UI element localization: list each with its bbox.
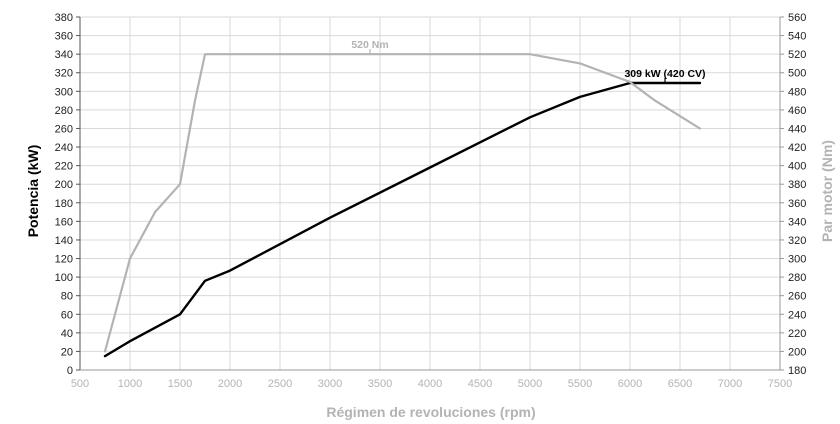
torque-annotation-label: 520 Nm bbox=[351, 39, 388, 51]
series-lines bbox=[103, 53, 702, 358]
left-tick-label: 80 bbox=[61, 291, 73, 303]
right-tick-label: 520 bbox=[788, 49, 806, 61]
x-tick-label: 4500 bbox=[468, 378, 492, 390]
x-axis-ticks: 500 1000 1500 2000 2500 3000 3500 4000 4500 5000 5… bbox=[71, 378, 792, 390]
plot-frame bbox=[79, 17, 781, 371]
left-tick-label: 140 bbox=[55, 235, 73, 247]
left-tick-label: 20 bbox=[61, 346, 73, 358]
left-tick-label: 320 bbox=[55, 68, 73, 80]
right-tick-label: 240 bbox=[788, 309, 806, 321]
left-tick-label: 260 bbox=[55, 123, 73, 135]
left-y-axis-title: Potencia (kW) bbox=[25, 145, 41, 238]
right-tick-label: 340 bbox=[788, 216, 806, 228]
right-tick-label: 500 bbox=[788, 68, 806, 80]
grid-lines bbox=[79, 16, 781, 371]
right-tick-label: 220 bbox=[788, 328, 806, 340]
left-tick-label: 0 bbox=[67, 365, 73, 377]
annotations: 520 Nm 309 kW (420 CV) bbox=[351, 39, 706, 83]
x-tick-label: 5500 bbox=[568, 378, 592, 390]
right-tick-label: 200 bbox=[788, 346, 806, 358]
x-tick-label: 6000 bbox=[618, 378, 642, 390]
power-line bbox=[103, 81, 702, 358]
right-tick-label: 560 bbox=[788, 12, 806, 24]
x-tick-label: 3000 bbox=[318, 378, 342, 390]
x-tick-label: 7500 bbox=[768, 378, 792, 390]
left-tick-label: 380 bbox=[55, 12, 73, 24]
right-tick-label: 180 bbox=[788, 365, 806, 377]
left-tick-label: 180 bbox=[55, 198, 73, 210]
right-tick-label: 280 bbox=[788, 272, 806, 284]
right-tick-label: 380 bbox=[788, 179, 806, 191]
left-tick-label: 300 bbox=[55, 86, 73, 98]
right-tick-label: 420 bbox=[788, 142, 806, 154]
torque-line bbox=[103, 53, 702, 353]
right-tick-label: 320 bbox=[788, 235, 806, 247]
left-tick-label: 100 bbox=[55, 272, 73, 284]
x-tick-label: 4000 bbox=[418, 378, 442, 390]
left-tick-label: 340 bbox=[55, 49, 73, 61]
x-tick-label: 2000 bbox=[218, 378, 242, 390]
right-tick-label: 460 bbox=[788, 105, 806, 117]
left-y-axis-ticks: 0 20 40 60 80 100 120 140 160 180 200 220 240 260 280 3… bbox=[55, 12, 80, 377]
left-tick-label: 280 bbox=[55, 105, 73, 117]
right-tick-label: 360 bbox=[788, 198, 806, 210]
left-tick-label: 40 bbox=[61, 328, 73, 340]
right-tick-label: 400 bbox=[788, 161, 806, 173]
left-tick-label: 60 bbox=[61, 309, 73, 321]
right-y-axis-ticks: 180 200 220 240 260 280 300 320 340 360 380 400 420 4… bbox=[780, 12, 806, 377]
x-tick-label: 3500 bbox=[368, 378, 392, 390]
left-tick-label: 160 bbox=[55, 216, 73, 228]
x-tick-label: 5000 bbox=[518, 378, 542, 390]
x-tick-label: 1000 bbox=[118, 378, 142, 390]
x-axis-title: Régimen de revoluciones (rpm) bbox=[326, 404, 535, 420]
x-tick-label: 6500 bbox=[668, 378, 692, 390]
left-tick-label: 200 bbox=[55, 179, 73, 191]
right-tick-label: 300 bbox=[788, 254, 806, 266]
x-tick-label: 1500 bbox=[168, 378, 192, 390]
right-tick-label: 540 bbox=[788, 31, 806, 43]
x-tick-label: 500 bbox=[71, 378, 89, 390]
right-tick-label: 480 bbox=[788, 86, 806, 98]
right-tick-label: 440 bbox=[788, 123, 806, 135]
left-tick-label: 360 bbox=[55, 31, 73, 43]
left-tick-label: 220 bbox=[55, 161, 73, 173]
left-tick-label: 240 bbox=[55, 142, 73, 154]
left-tick-label: 120 bbox=[55, 254, 73, 266]
right-tick-label: 260 bbox=[788, 291, 806, 303]
right-y-axis-title: Par motor (Nm) bbox=[819, 140, 835, 242]
power-annotation-label: 309 kW (420 CV) bbox=[624, 68, 705, 80]
x-tick-label: 2500 bbox=[268, 378, 292, 390]
x-tick-label: 7000 bbox=[718, 378, 742, 390]
